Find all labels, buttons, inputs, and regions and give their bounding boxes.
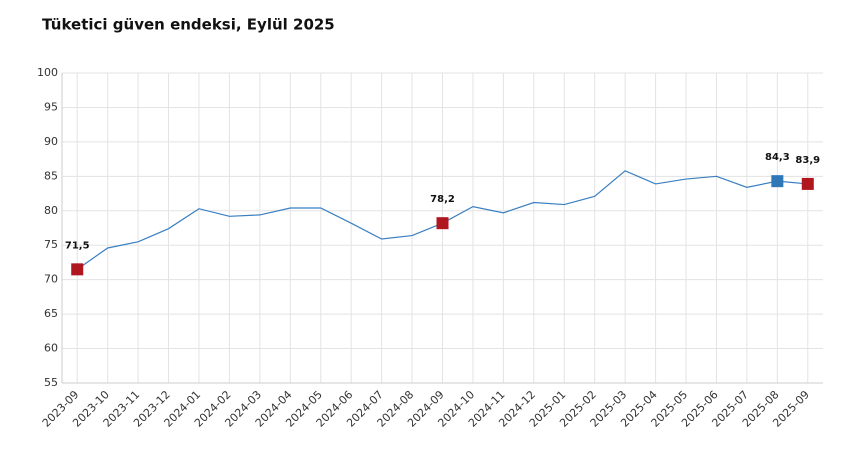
y-tick-label: 65: [44, 307, 58, 320]
value-label: 83,9: [795, 155, 820, 166]
y-tick-label: 75: [44, 238, 58, 251]
point-marker: [71, 263, 84, 276]
value-label: 84,3: [765, 152, 790, 163]
y-tick-label: 90: [44, 135, 58, 148]
y-tick-label: 60: [44, 342, 58, 355]
y-tick-label: 80: [44, 204, 58, 217]
y-tick-label: 55: [44, 376, 58, 389]
value-label: 71,5: [65, 240, 90, 251]
point-marker: [436, 217, 449, 230]
y-tick-label: 95: [44, 100, 58, 113]
point-marker: [771, 175, 784, 188]
y-tick-label: 70: [44, 273, 58, 286]
chart-title: Tüketici güven endeksi, Eylül 2025: [42, 16, 335, 34]
point-marker: [801, 177, 814, 190]
value-label: 78,2: [430, 194, 455, 205]
y-tick-label: 85: [44, 169, 58, 182]
y-tick-label: 100: [37, 66, 58, 79]
